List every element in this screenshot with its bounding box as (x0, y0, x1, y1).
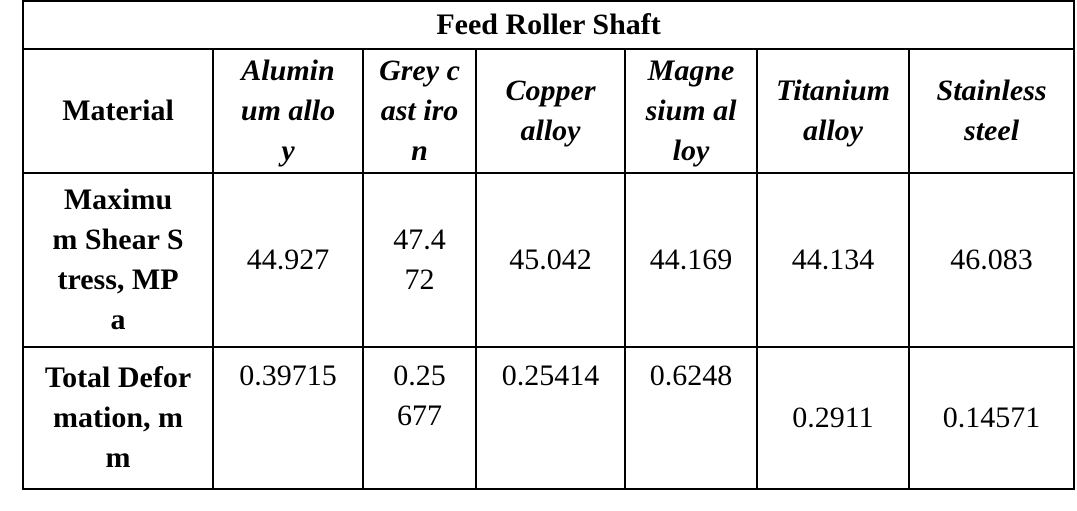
column-header-copper-alloy: Copper alloy (475, 48, 626, 174)
table-cell: 47.472 (362, 172, 477, 348)
table-cell: 0.14571 (907, 346, 1076, 490)
table-cell: 44.927 (212, 172, 364, 348)
table-cell: 0.25677 (362, 346, 477, 490)
title-row: Feed Roller Shaft (21, 0, 1076, 50)
row-header-label: Material (22, 48, 214, 174)
table-row: Total Deformation, mm 0.39715 0.25677 0.… (22, 346, 1076, 490)
column-header-aluminum-alloy: Aluminum alloy (212, 48, 364, 174)
column-header-titanium-alloy: Titanium alloy (756, 48, 910, 174)
table-cell: 44.169 (624, 172, 758, 348)
table-cell: 0.25414 (475, 346, 626, 490)
header-row: Material Aluminum alloy Grey cast iron C… (22, 48, 1076, 174)
table-cell: 44.134 (756, 172, 910, 348)
table-cell: 46.083 (907, 172, 1076, 348)
column-header-magnesium-alloy: Magnesium alloy (624, 48, 758, 174)
table-cell: 0.2911 (756, 346, 910, 490)
column-header-grey-cast-iron: Grey cast iron (362, 48, 477, 174)
table-row: Maximum Shear Stress, MPa 44.927 47.472 … (22, 172, 1076, 348)
results-table: Feed Roller Shaft Material Aluminum allo… (21, 0, 1076, 490)
row-label-max-shear-stress: Maximum Shear Stress, MPa (22, 172, 214, 348)
row-label-total-deformation: Total Deformation, mm (22, 346, 214, 490)
table-title: Feed Roller Shaft (21, 0, 1076, 50)
table-cell: 0.6248 (624, 346, 758, 490)
column-header-stainless-steel: Stainless steel (907, 48, 1076, 174)
table-cell: 45.042 (475, 172, 626, 348)
table-cell: 0.39715 (212, 346, 364, 490)
